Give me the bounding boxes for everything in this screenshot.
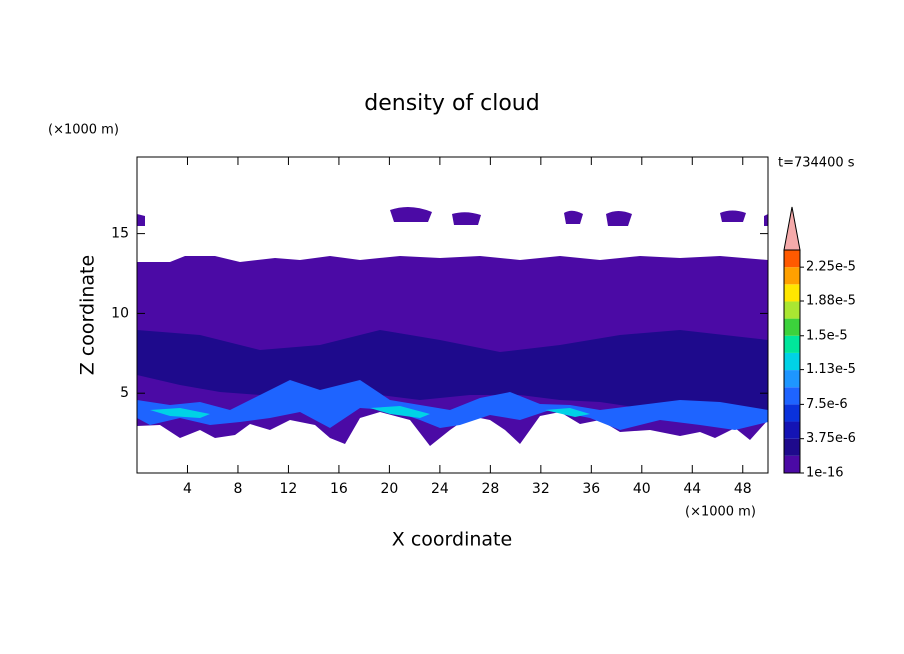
- colorbar-tick-label: 3.75e-6: [806, 431, 856, 446]
- colorbar-band: [784, 335, 800, 353]
- colorbar-tick-label: 1.5e-5: [806, 328, 848, 343]
- colorbar-tick-label: 7.5e-6: [806, 397, 848, 412]
- x-tick-label: 12: [280, 481, 298, 497]
- colorbar-band: [784, 455, 800, 473]
- plot-frame: [136, 156, 769, 474]
- time-annotation: t=734400 s: [778, 156, 855, 171]
- x-tick-label: 24: [431, 481, 449, 497]
- y-axis-label: Z coordinate: [77, 255, 99, 375]
- y-unit: (×1000 m): [48, 123, 119, 138]
- cyan-highlights: [150, 406, 590, 418]
- colorbar-band: [784, 404, 800, 422]
- x-tick-label: 40: [633, 481, 651, 497]
- x-tick-label: 44: [683, 481, 701, 497]
- y-tick-label: 10: [111, 305, 129, 321]
- colorbar-band: [784, 352, 800, 371]
- colorbar-band: [784, 438, 800, 456]
- upper-clouds: [137, 206, 768, 226]
- chart-title: density of cloud: [364, 91, 539, 116]
- colorbar-extend: [783, 206, 801, 251]
- colorbar-band: [784, 318, 800, 336]
- colorbar-band: [784, 421, 800, 439]
- x-unit: (×1000 m): [685, 505, 756, 520]
- y-tick-label: 5: [120, 385, 129, 401]
- colorbar-tick-label: 1.88e-5: [806, 294, 856, 309]
- colorbar-band: [784, 387, 800, 405]
- contour-field: [137, 206, 768, 446]
- x-tick-label: 20: [380, 481, 398, 497]
- x-tick-label: 8: [233, 481, 242, 497]
- x-tick-label: 28: [481, 481, 499, 497]
- colorbar-tick-label: 1.13e-5: [806, 362, 856, 377]
- blue-streaks: [137, 380, 768, 430]
- colorbar-band: [784, 250, 800, 268]
- x-tick-label: 4: [183, 481, 192, 497]
- colorbar-band: [784, 301, 800, 319]
- x-axis-label: X coordinate: [392, 529, 512, 551]
- x-tick-label: 16: [330, 481, 348, 497]
- colorbar-band: [784, 267, 800, 285]
- colorbar-band: [784, 370, 800, 388]
- colorbar-frame: [783, 249, 801, 474]
- x-tick-label: 36: [582, 481, 600, 497]
- navy-streaks: [137, 330, 768, 415]
- x-tick-label: 48: [734, 481, 752, 497]
- x-tick-label: 32: [532, 481, 550, 497]
- colorbar-tick-label: 1e-16: [806, 466, 844, 481]
- colorbar-band: [784, 284, 800, 302]
- colorbar-tick-label: 2.25e-5: [806, 260, 856, 275]
- y-tick-label: 15: [111, 226, 129, 242]
